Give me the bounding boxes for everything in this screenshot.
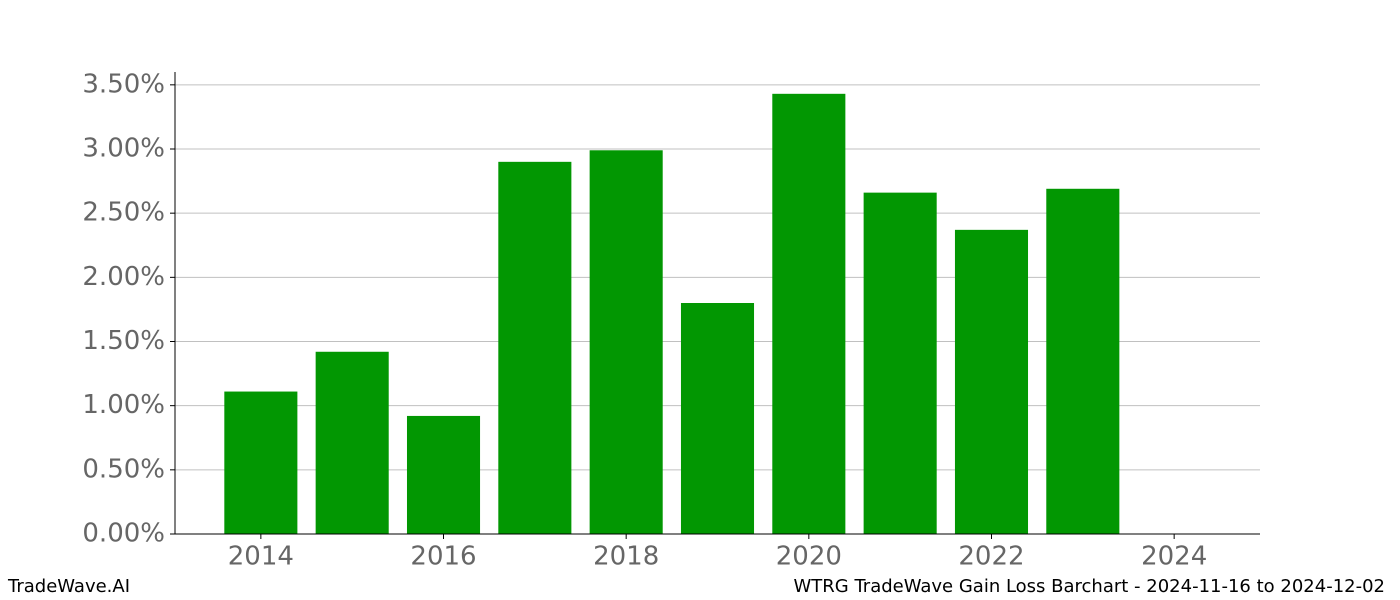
x-tick-label: 2022 <box>958 542 1024 572</box>
bar <box>863 192 937 534</box>
bar <box>772 93 846 535</box>
y-tick-label: 2.50% <box>82 198 165 228</box>
y-tick-label: 3.00% <box>82 134 165 164</box>
footer-left: TradeWave.AI <box>7 576 130 597</box>
bar <box>954 229 1029 534</box>
y-tick-label: 1.00% <box>82 390 165 420</box>
x-tick-label: 2016 <box>410 542 476 572</box>
bar <box>1046 188 1120 535</box>
bars <box>224 93 1120 535</box>
bar <box>589 150 663 535</box>
y-tick-label: 0.50% <box>82 454 165 484</box>
x-tick-label: 2024 <box>1141 542 1207 572</box>
x-tick-label: 2014 <box>228 542 294 572</box>
y-tick-label: 1.50% <box>82 326 165 356</box>
y-tick-label: 3.50% <box>82 69 165 99</box>
bar <box>498 161 572 535</box>
x-tick-label: 2020 <box>776 542 842 572</box>
footer-right: WTRG TradeWave Gain Loss Barchart - 2024… <box>793 576 1385 597</box>
bar <box>224 391 298 534</box>
bar <box>315 351 389 534</box>
y-tick-label: 2.00% <box>82 262 165 292</box>
y-tick-label: 0.00% <box>82 519 165 549</box>
bar <box>680 303 755 534</box>
x-tick-label: 2018 <box>593 542 659 572</box>
bar <box>406 415 481 534</box>
